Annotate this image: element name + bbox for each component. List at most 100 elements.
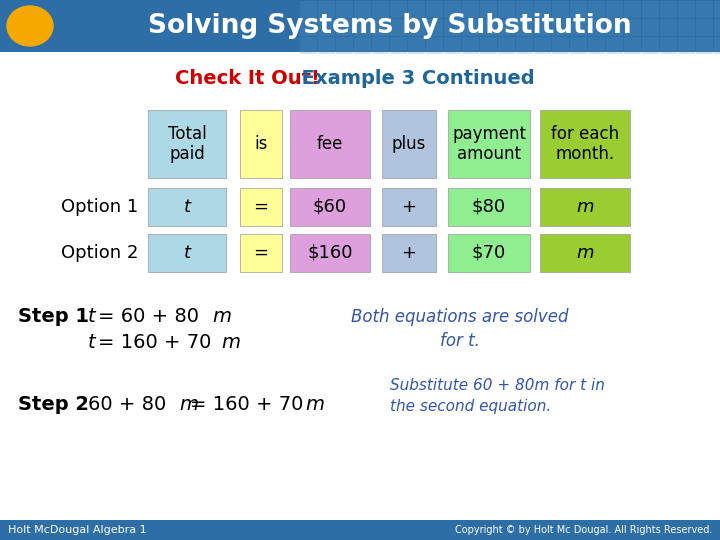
- Bar: [588, 19, 605, 36]
- Bar: [498, 19, 515, 36]
- Bar: [0, 0, 720, 52]
- FancyBboxPatch shape: [540, 110, 630, 178]
- Bar: [714, 37, 720, 54]
- Bar: [498, 1, 515, 18]
- Bar: [480, 1, 497, 18]
- Bar: [624, 1, 641, 18]
- Bar: [480, 19, 497, 36]
- FancyBboxPatch shape: [290, 234, 370, 272]
- Bar: [408, 1, 425, 18]
- Text: $160: $160: [307, 244, 353, 262]
- Text: =: =: [253, 198, 269, 216]
- Bar: [426, 19, 443, 36]
- Bar: [660, 37, 677, 54]
- Bar: [426, 1, 443, 18]
- FancyBboxPatch shape: [148, 234, 226, 272]
- Text: Step 2: Step 2: [18, 395, 89, 414]
- Bar: [534, 1, 551, 18]
- Bar: [678, 37, 695, 54]
- Bar: [516, 37, 533, 54]
- Bar: [372, 1, 389, 18]
- Text: = 160 + 70: = 160 + 70: [98, 333, 212, 352]
- Bar: [660, 1, 677, 18]
- Bar: [516, 19, 533, 36]
- FancyBboxPatch shape: [540, 188, 630, 226]
- Bar: [588, 1, 605, 18]
- Text: t: t: [88, 333, 96, 352]
- Bar: [408, 37, 425, 54]
- Bar: [516, 1, 533, 18]
- Bar: [534, 19, 551, 36]
- Bar: [570, 37, 587, 54]
- Text: m: m: [179, 395, 198, 414]
- Bar: [552, 37, 569, 54]
- Bar: [462, 37, 479, 54]
- Bar: [714, 19, 720, 36]
- Text: $70: $70: [472, 244, 506, 262]
- Bar: [642, 19, 659, 36]
- FancyBboxPatch shape: [540, 234, 630, 272]
- Bar: [642, 37, 659, 54]
- Bar: [606, 1, 623, 18]
- Text: t: t: [184, 244, 191, 262]
- Bar: [0, 520, 720, 540]
- FancyBboxPatch shape: [148, 110, 226, 178]
- Bar: [498, 37, 515, 54]
- Bar: [426, 37, 443, 54]
- FancyBboxPatch shape: [240, 234, 282, 272]
- FancyBboxPatch shape: [382, 188, 436, 226]
- Bar: [462, 19, 479, 36]
- FancyBboxPatch shape: [148, 188, 226, 226]
- Text: Step 1: Step 1: [18, 307, 89, 326]
- Text: m: m: [576, 198, 594, 216]
- Bar: [390, 19, 407, 36]
- Bar: [408, 19, 425, 36]
- Text: m: m: [212, 307, 231, 326]
- Bar: [606, 37, 623, 54]
- Text: 60 + 80: 60 + 80: [88, 395, 166, 414]
- FancyBboxPatch shape: [448, 110, 530, 178]
- Text: Both equations are solved
for t.: Both equations are solved for t.: [351, 307, 569, 350]
- Bar: [318, 1, 335, 18]
- Bar: [372, 37, 389, 54]
- Bar: [534, 37, 551, 54]
- Bar: [336, 1, 353, 18]
- Bar: [552, 1, 569, 18]
- Text: Option 1: Option 1: [60, 198, 138, 216]
- FancyBboxPatch shape: [240, 110, 282, 178]
- Bar: [462, 1, 479, 18]
- Text: payment
amount: payment amount: [452, 125, 526, 164]
- Text: Holt McDougal Algebra 1: Holt McDougal Algebra 1: [8, 525, 147, 535]
- Bar: [318, 19, 335, 36]
- Text: Substitute 60 + 80m for t in
the second equation.: Substitute 60 + 80m for t in the second …: [390, 378, 605, 414]
- Text: = 60 + 80: = 60 + 80: [98, 307, 199, 326]
- FancyBboxPatch shape: [382, 234, 436, 272]
- Bar: [372, 19, 389, 36]
- Bar: [552, 19, 569, 36]
- FancyBboxPatch shape: [448, 188, 530, 226]
- Bar: [354, 37, 371, 54]
- FancyBboxPatch shape: [240, 188, 282, 226]
- Text: +: +: [402, 198, 416, 216]
- Text: is: is: [254, 135, 268, 153]
- Bar: [318, 37, 335, 54]
- Bar: [588, 37, 605, 54]
- Bar: [696, 37, 713, 54]
- Text: m: m: [221, 333, 240, 352]
- Bar: [714, 1, 720, 18]
- Text: +: +: [402, 244, 416, 262]
- Text: = 160 + 70: = 160 + 70: [190, 395, 303, 414]
- Text: t: t: [88, 307, 96, 326]
- Text: =: =: [253, 244, 269, 262]
- Bar: [390, 1, 407, 18]
- FancyBboxPatch shape: [290, 188, 370, 226]
- Bar: [678, 19, 695, 36]
- Bar: [336, 19, 353, 36]
- Text: m: m: [305, 395, 324, 414]
- Bar: [660, 19, 677, 36]
- Text: for each
month.: for each month.: [551, 125, 619, 164]
- Bar: [696, 1, 713, 18]
- Text: Example 3 Continued: Example 3 Continued: [295, 69, 535, 87]
- Bar: [570, 1, 587, 18]
- Text: Solving Systems by Substitution: Solving Systems by Substitution: [148, 13, 632, 39]
